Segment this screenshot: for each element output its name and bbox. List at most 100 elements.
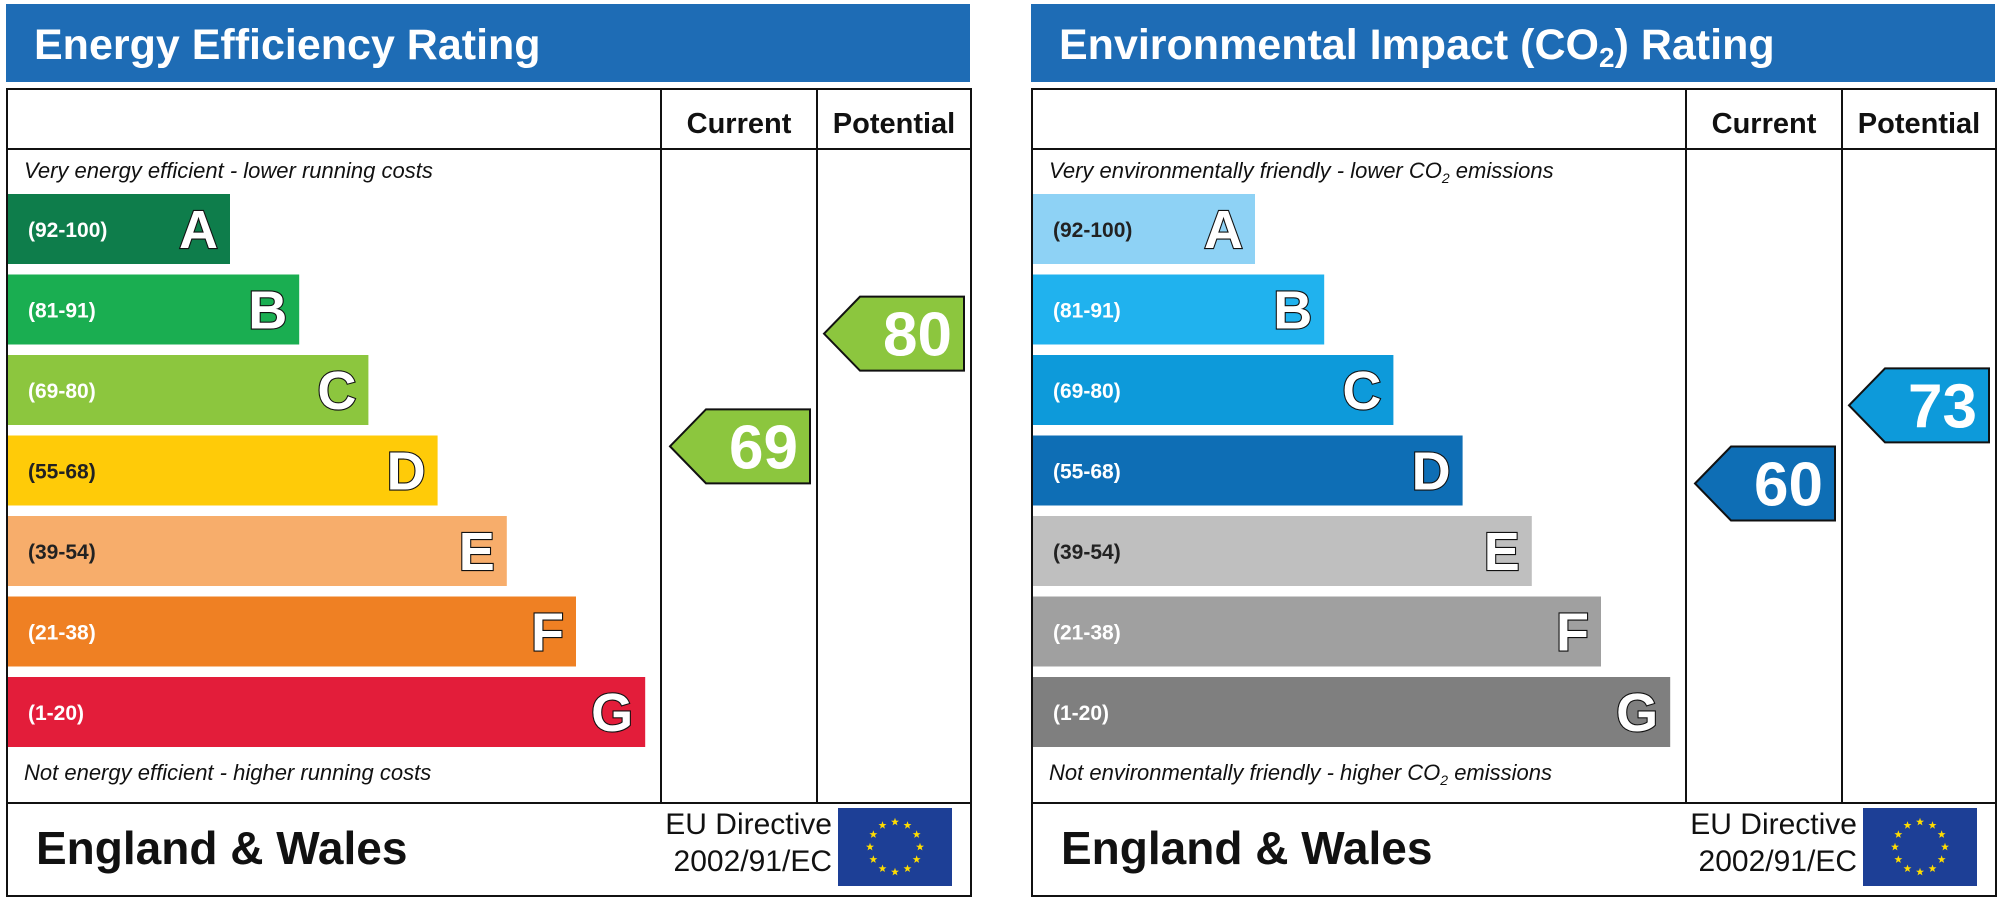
band-range-label: (21-38) bbox=[28, 622, 96, 645]
eu-stars bbox=[866, 817, 924, 876]
eu-directive-number: 2002/91/EC bbox=[1698, 845, 1857, 878]
band-letter: G bbox=[1616, 683, 1658, 743]
current-column-header: Current bbox=[1711, 108, 1817, 140]
band-range-label: (55-68) bbox=[1053, 461, 1121, 484]
band-g: (1-20) G bbox=[8, 677, 646, 747]
eu-star-icon bbox=[1903, 821, 1912, 829]
current-rating-marker: 69 bbox=[668, 408, 811, 485]
eu-star-icon bbox=[1941, 842, 1949, 851]
bottom-caption: Not environmentally friendly - higher CO… bbox=[1049, 760, 1552, 788]
top-caption: Very environmentally friendly - lower CO… bbox=[1049, 158, 1554, 186]
eu-star-icon bbox=[903, 821, 912, 829]
band-e: (39-54) E bbox=[8, 516, 507, 586]
eu-star-icon bbox=[891, 817, 899, 826]
potential-column-header: Potential bbox=[832, 108, 956, 140]
current-column-header: Current bbox=[686, 108, 792, 140]
potential-column-divider bbox=[816, 90, 818, 802]
current-column-divider bbox=[1685, 90, 1687, 802]
band-d: (55-68) D bbox=[1033, 435, 1463, 506]
potential-rating-marker: 80 bbox=[822, 295, 965, 372]
band-bar bbox=[1033, 677, 1671, 747]
band-f: (21-38) F bbox=[8, 596, 576, 667]
band-bar bbox=[8, 194, 230, 264]
eu-star-icon bbox=[912, 855, 921, 863]
potential-rating-marker: 73 bbox=[1847, 367, 1990, 444]
potential-column-divider bbox=[1841, 90, 1843, 802]
rating-arrow bbox=[1847, 367, 1990, 444]
eu-star-icon bbox=[866, 842, 874, 851]
band-letter: A bbox=[179, 200, 218, 260]
eu-star-icon bbox=[916, 842, 924, 851]
band-bar bbox=[8, 355, 369, 425]
rating-arrow bbox=[1693, 445, 1836, 522]
footer-divider bbox=[8, 802, 970, 804]
band-range-label: (92-100) bbox=[1053, 219, 1132, 242]
potential-column-header: Potential bbox=[1857, 108, 1981, 140]
band-range-label: (1-20) bbox=[28, 702, 84, 725]
region-label: England & Wales bbox=[36, 822, 408, 874]
band-letter: C bbox=[317, 361, 356, 421]
band-bar bbox=[8, 596, 576, 667]
rating-value: 69 bbox=[729, 413, 798, 482]
band-e: (39-54) E bbox=[1033, 516, 1532, 586]
eu-star-icon bbox=[878, 821, 887, 829]
band-range-label: (1-20) bbox=[1053, 702, 1109, 725]
band-g: (1-20) G bbox=[1033, 677, 1671, 747]
rating-arrow bbox=[668, 408, 811, 485]
band-a: (92-100) A bbox=[1033, 194, 1255, 264]
band-letter: F bbox=[531, 603, 564, 663]
rating-table: Current Potential Very environmentally f… bbox=[1031, 88, 1997, 897]
header-divider bbox=[1033, 148, 1995, 150]
band-d: (55-68) D bbox=[8, 435, 438, 506]
bottom-caption: Not energy efficient - higher running co… bbox=[24, 760, 432, 785]
band-bar bbox=[8, 677, 646, 747]
band-letter: D bbox=[1412, 442, 1451, 502]
band-f: (21-38) F bbox=[1033, 596, 1601, 667]
panel-header: Environmental Impact (CO2) Rating bbox=[1031, 4, 1995, 82]
band-range-label: (39-54) bbox=[28, 541, 96, 564]
rating-value: 73 bbox=[1908, 372, 1977, 441]
rating-value: 80 bbox=[883, 301, 952, 370]
eu-star-icon bbox=[1891, 842, 1899, 851]
band-letter: A bbox=[1204, 200, 1243, 260]
band-bar bbox=[1033, 596, 1601, 667]
environmental-impact-panel: Environmental Impact (CO2) Rating Curren… bbox=[1031, 0, 1997, 897]
band-b: (81-91) B bbox=[8, 274, 300, 345]
energy-efficiency-panel: Energy Efficiency Rating Current Potenti… bbox=[6, 0, 972, 897]
band-bar bbox=[8, 435, 438, 506]
eu-star-icon bbox=[1916, 867, 1924, 876]
eu-star-icon bbox=[1903, 864, 1912, 873]
eu-star-icon bbox=[878, 864, 887, 873]
region-label: England & Wales bbox=[1061, 822, 1433, 874]
eu-star-icon bbox=[1937, 855, 1946, 863]
eu-star-icon bbox=[891, 867, 899, 876]
rating-table: Current Potential Very energy efficient … bbox=[6, 88, 972, 897]
footer-divider bbox=[1033, 802, 1995, 804]
eu-star-icon bbox=[869, 855, 878, 863]
rating-value: 60 bbox=[1754, 451, 1823, 520]
band-letter: C bbox=[1342, 361, 1381, 421]
band-bar bbox=[8, 516, 507, 586]
eu-star-icon bbox=[869, 830, 878, 838]
eu-star-icon bbox=[903, 864, 912, 873]
band-c: (69-80) C bbox=[1033, 355, 1394, 425]
band-letter: B bbox=[248, 281, 287, 341]
rating-bands: (92-100) A (81-91) B (69-80) C (55-68) D (39-54)… bbox=[8, 194, 965, 747]
band-bar bbox=[1033, 274, 1325, 345]
band-range-label: (92-100) bbox=[28, 219, 107, 242]
eu-star-icon bbox=[1916, 817, 1924, 826]
eu-star-icon bbox=[1937, 830, 1946, 838]
band-range-label: (69-80) bbox=[1053, 380, 1121, 403]
eu-star-icon bbox=[1928, 864, 1937, 873]
band-letter: G bbox=[591, 683, 633, 743]
band-letter: E bbox=[1484, 522, 1520, 582]
band-b: (81-91) B bbox=[1033, 274, 1325, 345]
band-bar bbox=[1033, 435, 1463, 506]
band-letter: D bbox=[387, 442, 426, 502]
chart-title: Environmental Impact (CO2) Rating bbox=[1059, 21, 1775, 73]
band-range-label: (81-91) bbox=[1053, 300, 1121, 323]
current-column-divider bbox=[660, 90, 662, 802]
band-range-label: (39-54) bbox=[1053, 541, 1121, 564]
eu-directive-number: 2002/91/EC bbox=[673, 845, 832, 878]
eu-flag-icon bbox=[1863, 808, 1977, 886]
